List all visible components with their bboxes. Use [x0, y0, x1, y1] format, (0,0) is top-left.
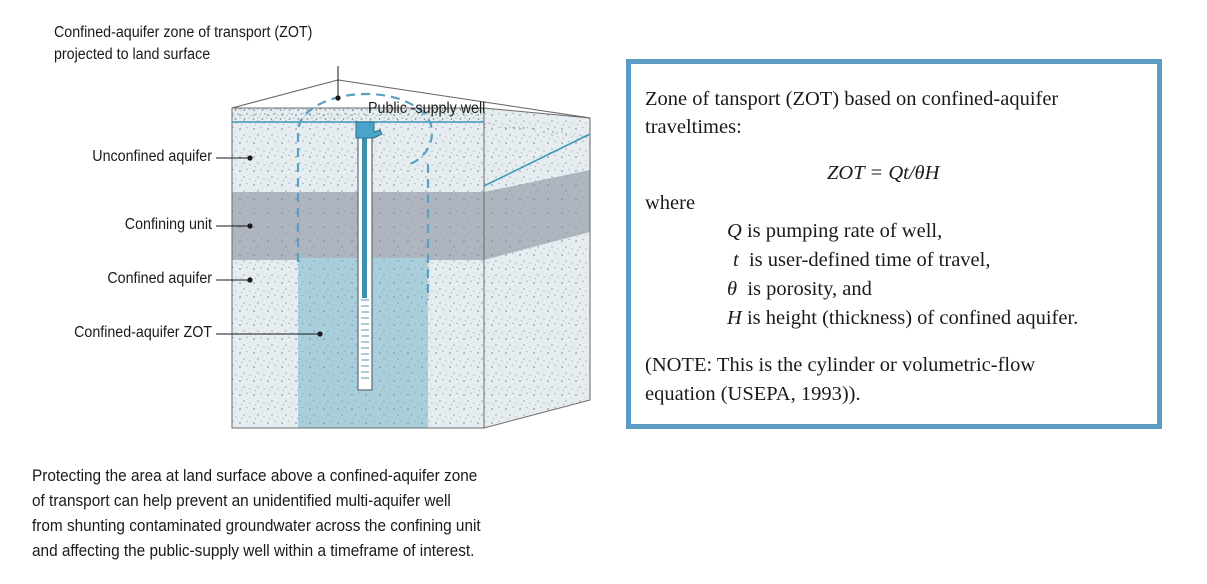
caption-line-2: of transport can help prevent an unident…	[32, 492, 451, 510]
definition-theta: θ is porosity, and	[727, 278, 872, 301]
water-table-side	[483, 133, 591, 187]
confined-aquifer-zot-label: Confined-aquifer ZOT	[74, 324, 213, 341]
unconfined-aquifer-label: Unconfined aquifer	[92, 148, 212, 165]
equation-heading-line-1: Zone of tansport (ZOT) based on confined…	[645, 88, 1059, 110]
well-screen	[361, 299, 369, 379]
confined-aquifer-label: Confined aquifer	[107, 270, 212, 287]
symbol-t: t	[733, 249, 739, 271]
where-label: where	[645, 192, 696, 214]
definition-t: t is user-defined time of travel,	[733, 249, 990, 272]
definition-q: Q is pumping rate of well,	[727, 220, 942, 243]
confining-unit-label: Confining unit	[124, 216, 212, 233]
zot-projection-outline	[296, 92, 434, 262]
note-line-2: equation (USEPA, 1993)).	[645, 383, 861, 405]
equation-box: Zone of tansport (ZOT) based on confined…	[626, 59, 1162, 429]
caption-line-4: and affecting the public-supply well wit…	[32, 542, 475, 560]
well-head	[355, 121, 383, 139]
symbol-q: Q	[727, 220, 742, 242]
caption-line-1: Protecting the area at land surface abov…	[32, 467, 478, 485]
definition-t-text: is user-defined time of travel,	[738, 249, 991, 271]
definition-theta-text: is porosity, and	[737, 278, 872, 300]
callout-line-1: Confined-aquifer zone of transport (ZOT)	[54, 24, 313, 41]
aquifer-block-diagram	[216, 66, 591, 429]
note-line-1: (NOTE: This is the cylinder or volumetri…	[645, 354, 1036, 376]
zot-formula: ZOT = Qt/θH	[827, 162, 940, 184]
symbol-theta: θ	[727, 278, 738, 300]
definition-h: H is height (thickness) of confined aqui…	[727, 307, 1078, 330]
definition-h-text: is height (thickness) of confined aquife…	[741, 307, 1079, 329]
zot-projection-callout: Confined-aquifer zone of transport (ZOT)…	[54, 22, 312, 66]
public-supply-well-label: Public -supply well	[368, 100, 486, 117]
equation-heading-line-2: traveltimes:	[645, 116, 742, 138]
definition-q-text: is pumping rate of well,	[741, 220, 943, 242]
symbol-h: H	[727, 307, 742, 329]
callout-line-2: projected to land surface	[54, 46, 211, 63]
caption-line-3: from shunting contaminated groundwater a…	[32, 517, 481, 535]
figure-caption: Protecting the area at land surface abov…	[32, 464, 590, 564]
